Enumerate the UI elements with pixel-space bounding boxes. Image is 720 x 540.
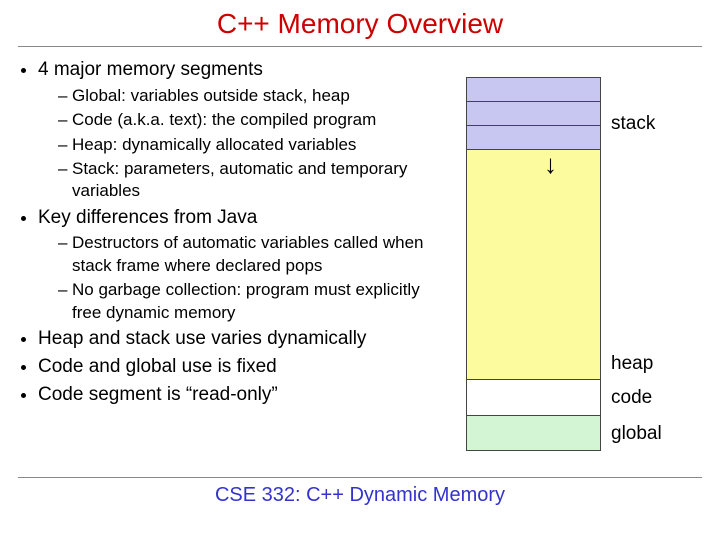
bullet-main: 4 major memory segments Global: variables…: [38, 57, 436, 203]
memory-diagram: stackheapcodeglobal↓: [466, 77, 601, 477]
down-arrow-icon: ↓: [544, 151, 557, 177]
memory-label-global: global: [611, 423, 662, 445]
bullet-main: Code segment is “read-only”: [38, 382, 436, 408]
bullet-column: 4 major memory segments Global: variables…: [6, 57, 436, 477]
footer-text: CSE 332: C++ Dynamic Memory: [0, 478, 720, 507]
memory-label-stack2: stack: [611, 113, 655, 135]
bullet-main-text: Key differences from Java: [38, 207, 257, 228]
bullet-main: Heap and stack use varies dynamically: [38, 326, 436, 352]
bullet-sub: Code (a.k.a. text): the compiled program: [58, 109, 436, 131]
bullet-main: Key differences from Java Destructors of …: [38, 205, 436, 324]
memory-label-heap: heap: [611, 353, 653, 375]
page-title: C++ Memory Overview: [0, 0, 720, 46]
memory-segment-code: [466, 379, 601, 415]
memory-label-code: code: [611, 387, 652, 409]
memory-segment-global: [466, 415, 601, 451]
diagram-column: stack heap code global ↓: [436, 57, 714, 477]
bullet-sub: Global: variables outside stack, heap: [58, 85, 436, 107]
memory-segment-stack2: [466, 101, 601, 125]
bullet-main-text: Code segment is “read-only”: [38, 384, 278, 405]
bullet-sub: Destructors of automatic variables calle…: [58, 232, 436, 277]
bullet-main: Code and global use is fixed: [38, 354, 436, 380]
memory-segment-stack1: [466, 77, 601, 101]
bullet-sub: Stack: parameters, automatic and tempora…: [58, 158, 436, 203]
bullet-main-text: 4 major memory segments: [38, 59, 263, 80]
bullet-main-text: Heap and stack use varies dynamically: [38, 328, 366, 349]
memory-segment-heap: [466, 149, 601, 379]
bullet-main-text: Code and global use is fixed: [38, 356, 277, 377]
bullet-sub: No garbage collection: program must expl…: [58, 279, 436, 324]
bullet-sub: Heap: dynamically allocated variables: [58, 134, 436, 156]
content-area: 4 major memory segments Global: variables…: [0, 47, 720, 477]
memory-segment-stack3: [466, 125, 601, 149]
